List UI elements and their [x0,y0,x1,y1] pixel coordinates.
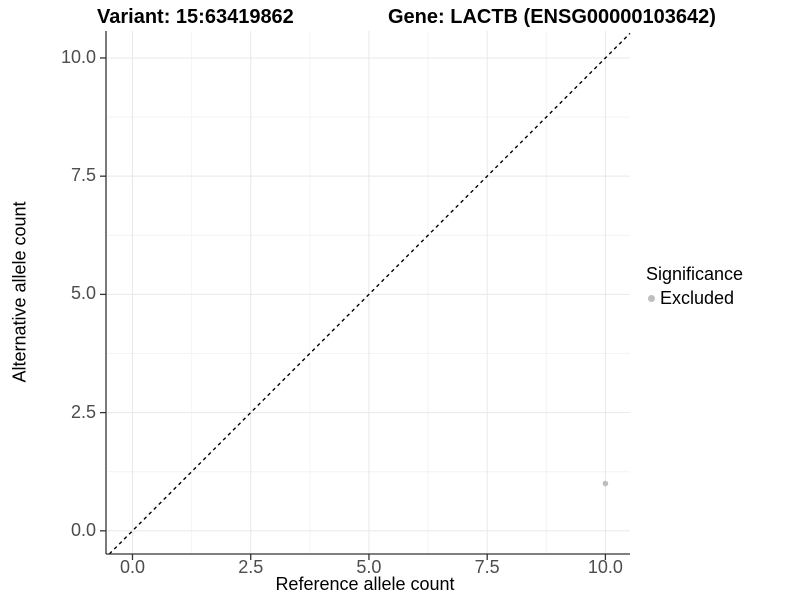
identity-reference-line [108,32,631,555]
legend-item-excluded: Excluded [646,288,743,310]
legend-item-label: Excluded [660,287,735,308]
plot-title-gene: Gene: LACTB (ENSG00000103642) [388,6,716,28]
legend-title: Significance [646,264,744,284]
y-axis-title: Alternative allele count [9,201,30,383]
x-axis-tick-label: 10.0 [587,557,623,577]
y-axis-tick-label: 0.0 [70,519,96,540]
x-axis-tick-label: 5.0 [356,557,382,577]
plot-title-variant: Variant: 15:63419862 [97,6,294,28]
x-axis-tick-label: 7.5 [474,557,500,577]
x-axis-tick-label: 2.5 [238,557,264,577]
x-axis-tick-label: 0.0 [119,557,145,577]
y-axis-tick-label: 2.5 [70,401,96,422]
y-axis-tick-label: 10.0 [60,46,96,67]
legend-point-icon [648,294,655,302]
x-axis-title: Reference allele count [275,574,455,594]
y-axis-tick-label: 5.0 [70,283,96,304]
y-axis-tick-label: 7.5 [70,165,96,186]
legend: Significance Excluded [646,263,743,309]
data-point-excluded [602,480,609,487]
